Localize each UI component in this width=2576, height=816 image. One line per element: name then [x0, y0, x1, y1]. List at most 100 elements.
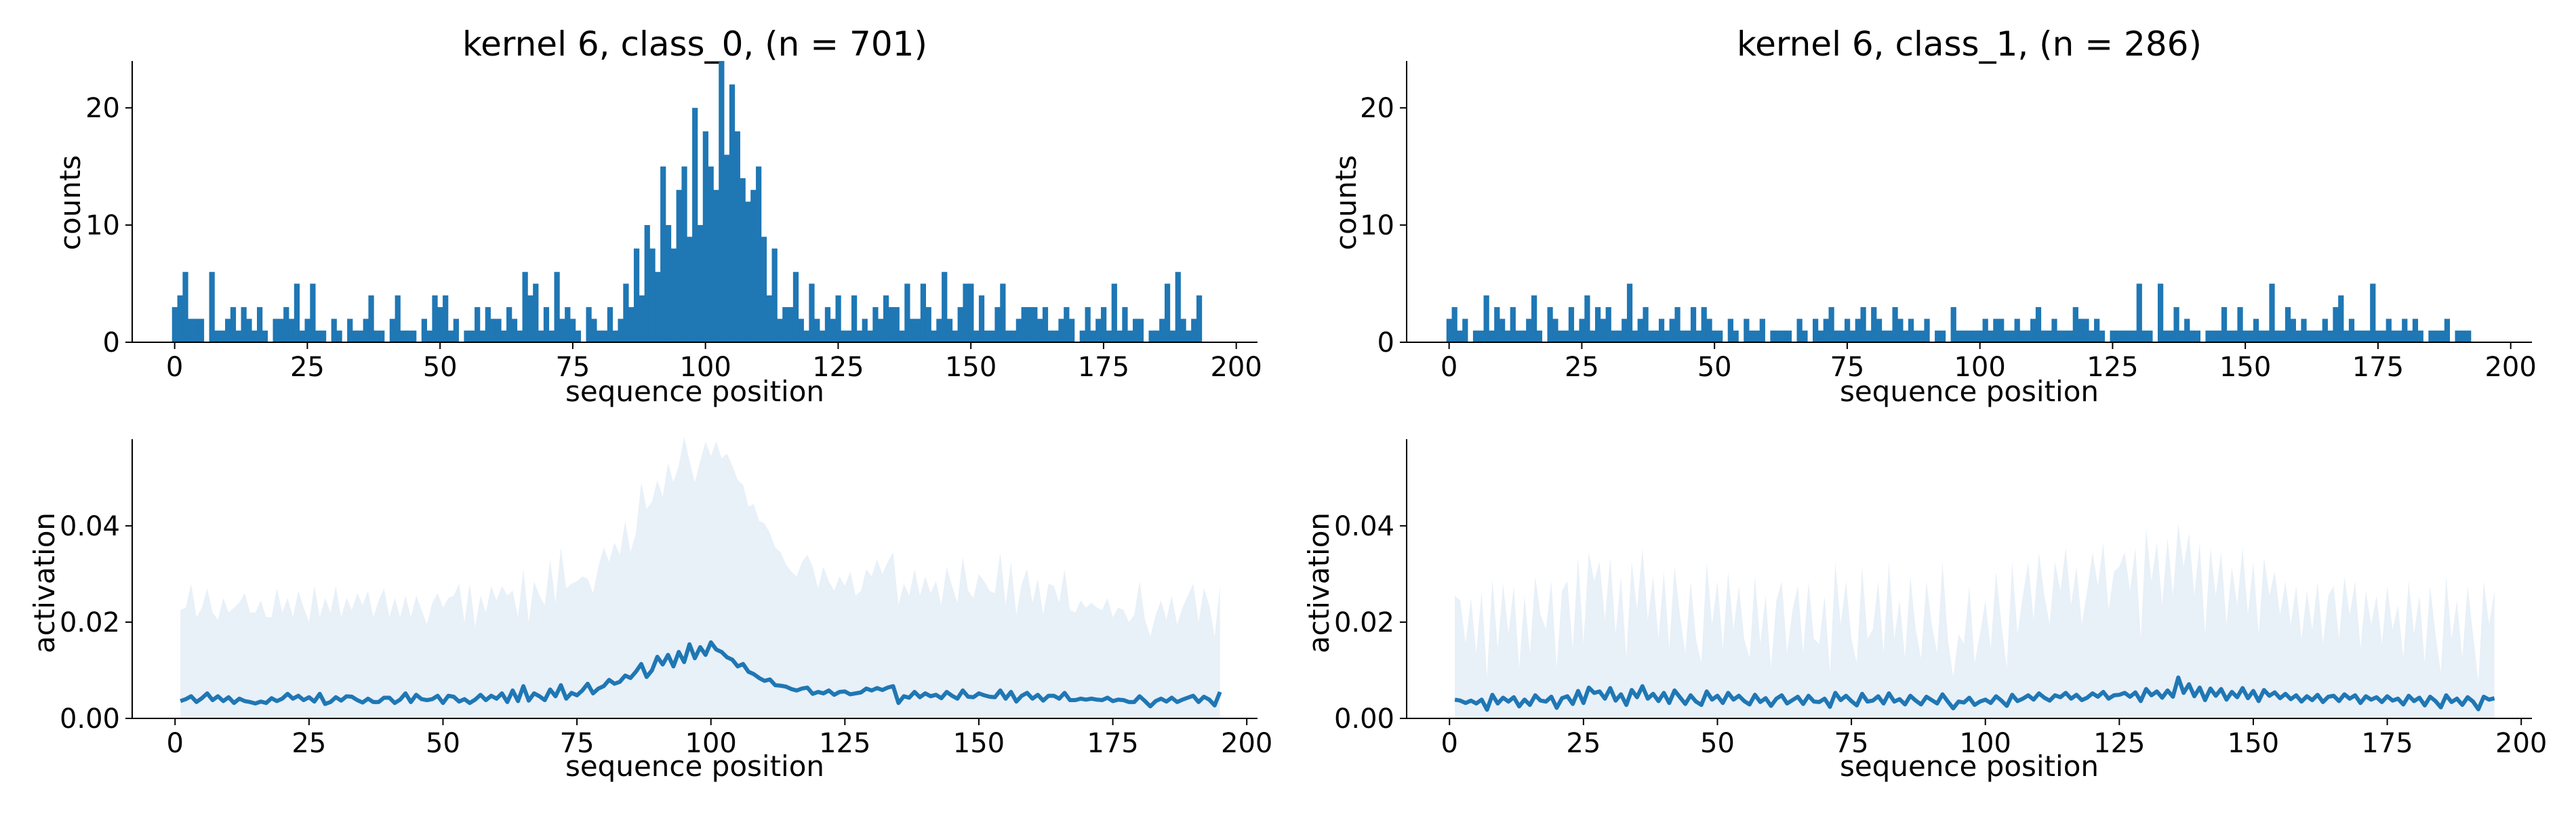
histogram-bar: [761, 237, 767, 343]
y-tick-label: 0: [103, 327, 120, 359]
histogram-bar: [745, 201, 751, 342]
histogram-bar: [820, 330, 826, 342]
histogram-bar: [188, 319, 194, 342]
histogram-bar: [2136, 283, 2142, 342]
histogram-bar: [2141, 330, 2148, 342]
histogram-bar: [2412, 319, 2419, 342]
histogram-bar: [2173, 307, 2179, 343]
histogram-bar: [262, 330, 268, 342]
histogram-bar: [565, 307, 571, 343]
histogram-bar: [734, 131, 740, 342]
histogram-bar: [729, 84, 736, 342]
histogram-bar: [973, 330, 980, 342]
x-tick-label: 50: [1697, 352, 1732, 383]
histogram-bar: [352, 330, 359, 342]
histogram-bar: [2327, 330, 2333, 342]
histogram-bar: [2089, 330, 2095, 342]
histogram-bar: [1169, 330, 1176, 342]
y-axis-label: counts: [54, 155, 87, 250]
histogram-bar: [490, 319, 496, 342]
histogram-bar: [299, 330, 305, 342]
histogram-bar: [2343, 330, 2350, 342]
histogram-bar: [2269, 283, 2275, 342]
histogram-bar: [1759, 319, 1765, 342]
histogram-bar: [1079, 330, 1085, 342]
histogram-bar: [177, 295, 183, 342]
histogram-bar: [411, 330, 417, 342]
histogram-bar: [193, 319, 199, 342]
histogram-bar: [963, 283, 969, 342]
histogram-bar: [559, 319, 565, 342]
histogram-bar: [1138, 319, 1144, 342]
histogram-bar: [506, 307, 512, 343]
histogram-bar: [389, 319, 395, 342]
histogram-bar: [883, 295, 889, 342]
y-axis-label: activation: [28, 512, 61, 653]
x-tick-label: 0: [1441, 352, 1457, 383]
histogram-bar: [1515, 330, 1521, 342]
x-tick-label: 200: [2495, 728, 2547, 759]
histogram-bar: [1568, 307, 1575, 343]
histogram-bar: [496, 319, 502, 342]
x-tick-label: 0: [1441, 728, 1458, 759]
histogram-bar: [548, 330, 555, 342]
histogram-bar: [1584, 295, 1590, 342]
histogram-bar: [1839, 330, 1845, 342]
histogram-bar: [1547, 307, 1553, 343]
histogram-bar: [304, 319, 310, 342]
histogram-bar: [2438, 330, 2445, 342]
histogram-bar: [803, 330, 809, 342]
x-tick-label: 200: [2484, 352, 2536, 383]
histogram-bar: [2072, 307, 2078, 343]
histogram-bar: [2285, 307, 2291, 343]
histogram-bar: [841, 330, 847, 342]
histogram-bar: [2168, 330, 2174, 342]
histogram-bar: [1706, 319, 1712, 342]
histogram-bar: [782, 307, 788, 343]
x-tick-label: 150: [953, 728, 1005, 759]
histogram-bar: [1939, 330, 1946, 342]
histogram-bar: [2211, 330, 2217, 342]
histogram-bar: [1154, 330, 1160, 342]
histogram-bar: [978, 295, 985, 342]
x-tick-label: 25: [1565, 352, 1599, 383]
histogram-bar: [936, 319, 942, 342]
histogram-bar: [740, 178, 746, 342]
histogram-bar: [315, 330, 321, 342]
histogram-bar: [2131, 330, 2137, 342]
histogram-bar: [246, 319, 252, 342]
histogram-bar: [1026, 307, 1032, 343]
histogram-bar: [1908, 319, 1914, 342]
histogram-bar: [1132, 319, 1139, 342]
histogram-bar: [443, 295, 449, 342]
histogram-bar: [374, 330, 380, 342]
histogram-bar: [475, 307, 481, 343]
histogram-bar: [1924, 319, 1930, 342]
panel-bottom-left: 0 25 50 75 100 125 150 175 200 0.00 0.02 0.04 sequ…: [28, 436, 1272, 783]
histogram-bar: [655, 272, 661, 342]
histogram-bar: [2051, 319, 2057, 342]
histogram-bar: [1977, 330, 1983, 342]
histogram-bar: [1892, 307, 1898, 343]
histogram-bar: [792, 272, 799, 342]
histogram-bar: [692, 108, 698, 343]
chart-title: kernel 6, class_1, (n = 286): [1737, 24, 2202, 64]
histogram-bar: [1967, 330, 1973, 342]
histogram-bar: [2295, 330, 2301, 342]
histogram-bar: [209, 272, 215, 342]
histogram-bar: [2466, 330, 2472, 342]
histogram-bar: [2179, 330, 2185, 342]
histogram-bar: [2364, 330, 2371, 342]
histogram-bar: [2009, 330, 2015, 342]
histogram-bar: [1674, 307, 1681, 343]
histogram-bar: [1918, 330, 1925, 342]
histogram-bar: [1127, 330, 1133, 342]
x-tick-label: 50: [1700, 728, 1735, 759]
histogram-bar: [1472, 330, 1479, 342]
histogram-bar: [501, 330, 507, 342]
histogram-bar: [198, 319, 205, 342]
x-tick-label: 0: [167, 728, 184, 759]
histogram-bar: [1000, 283, 1006, 342]
histogram-bar: [310, 283, 316, 342]
